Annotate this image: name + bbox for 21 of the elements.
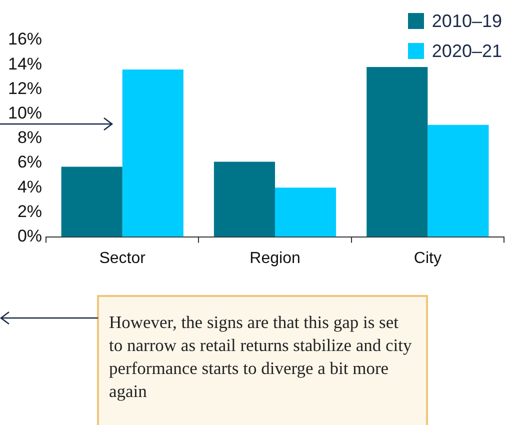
y-tick-label: 6% (17, 152, 42, 172)
bar (61, 166, 122, 237)
bar (366, 67, 428, 237)
y-tick-label: 12% (8, 78, 42, 98)
y-tick-label: 8% (17, 128, 42, 148)
y-tick-label: 10% (8, 103, 42, 122)
y-tick-label: 16% (8, 30, 42, 49)
legend-label: 2010–19 (432, 10, 502, 32)
text: However, the signs are that this gap is set to narrow as retail returns stabilize and city performance starts to diverge a bit more again (97, 295, 428, 425)
bar (122, 70, 184, 237)
bar (275, 188, 336, 237)
y-tick-label: 0% (17, 226, 42, 246)
legend-label: 2020–21 (432, 40, 502, 62)
bar (214, 162, 276, 237)
x-tick-label: Region (250, 250, 300, 267)
bar (428, 124, 489, 237)
x-tick-label: City (414, 250, 442, 267)
y-tick-label: 14% (8, 54, 42, 74)
y-tick-label: 2% (17, 202, 42, 221)
x-tick-label: Sector (99, 250, 146, 267)
y-tick-label: 4% (17, 177, 42, 196)
